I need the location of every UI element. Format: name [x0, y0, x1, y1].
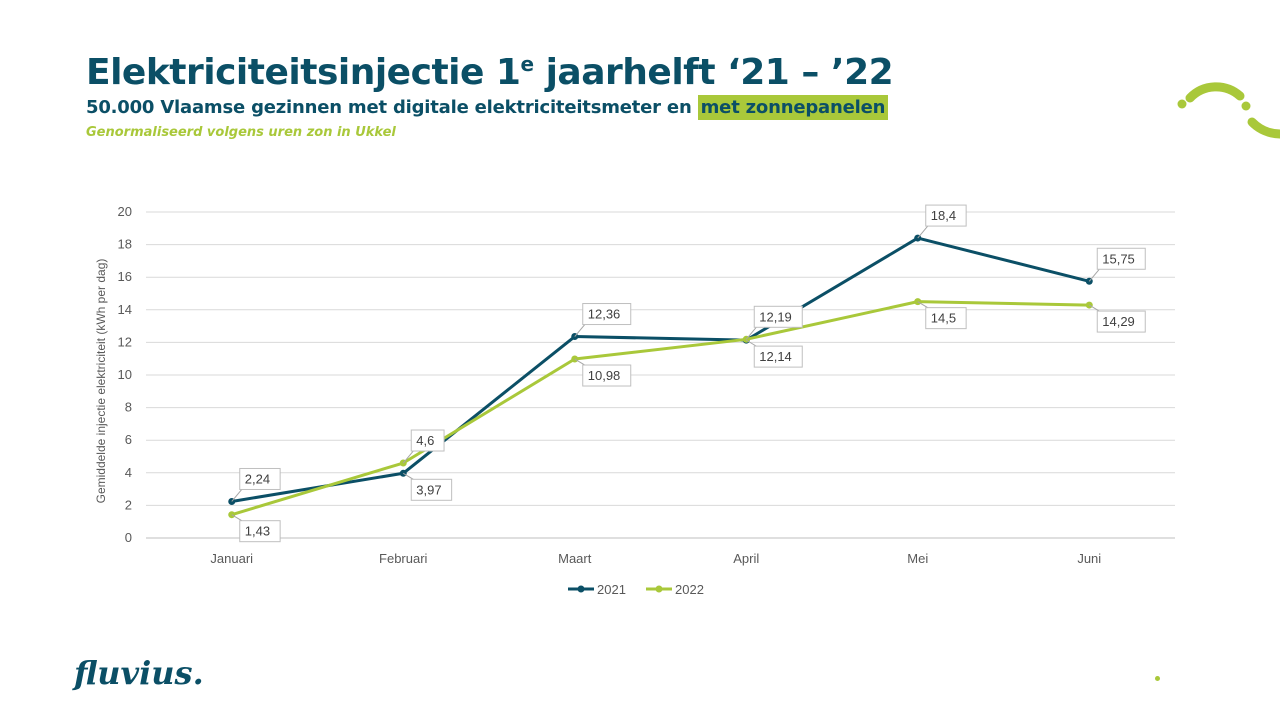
data-label-box — [582, 303, 632, 326]
series-line-2022 — [230, 300, 1091, 517]
y-axis-title: Gemiddelde injectie elektriciteit (kWh p… — [94, 259, 108, 504]
data-label-leader — [231, 489, 243, 502]
data-label: 12,36 — [588, 307, 621, 322]
x-tick-label: Juni — [1077, 551, 1101, 566]
x-tick-label: Februari — [379, 551, 428, 566]
y-tick-label: 8 — [125, 400, 132, 415]
data-label-box — [582, 364, 632, 387]
data-label: 18,4 — [931, 208, 956, 223]
data-label-leader — [917, 225, 929, 239]
svg-text:fluvius.: fluvius. — [72, 654, 204, 692]
data-label-leader — [745, 326, 757, 340]
y-tick-label: 16 — [118, 269, 132, 284]
fluvius-logo: fluvius. — [72, 654, 204, 692]
y-tick-label: 18 — [118, 237, 132, 252]
data-label: 12,14 — [759, 349, 792, 364]
y-tick-label: 12 — [118, 334, 132, 349]
data-label-leader — [231, 514, 243, 522]
data-label-leader — [402, 450, 414, 464]
data-label-box — [410, 478, 453, 501]
data-label-leader — [1088, 304, 1100, 312]
legend-marker-2021 — [577, 585, 585, 593]
y-tick-label: 20 — [118, 204, 132, 219]
data-label-leader — [917, 301, 929, 309]
data-label: 4,6 — [416, 433, 434, 448]
data-label-box — [1096, 247, 1146, 270]
data-label-leader — [574, 358, 586, 366]
data-label: 1,43 — [245, 524, 270, 539]
page-title: Elektriciteitsinjectie 1e jaarhelft ‘21 … — [86, 52, 894, 93]
y-tick-label: 10 — [118, 367, 132, 382]
data-label-leader — [574, 324, 586, 337]
data-label: 3,97 — [416, 482, 441, 497]
data-label-box — [925, 307, 967, 330]
data-label-box — [753, 305, 803, 328]
page-subtitle: 50.000 Vlaamse gezinnen met digitale ele… — [86, 95, 889, 120]
series-line-2021 — [230, 236, 1091, 503]
data-label: 12,19 — [759, 309, 792, 324]
subtitle-highlight: met zonnepanelen — [697, 95, 889, 120]
data-label-leader — [1088, 268, 1100, 282]
data-label-box — [410, 429, 445, 452]
data-label: 2,24 — [245, 471, 270, 486]
y-tick-label: 14 — [118, 302, 132, 317]
data-label: 10,98 — [588, 368, 621, 383]
data-label: 14,5 — [931, 311, 956, 326]
legend-marker-2022 — [655, 585, 663, 593]
data-label-leader — [402, 472, 414, 480]
data-label-box — [239, 520, 281, 543]
arc-decoration-icon — [1177, 82, 1280, 139]
normalization-note: Genormaliseerd volgens uren zon in Ukkel — [86, 125, 396, 140]
data-label-box — [1096, 310, 1146, 333]
data-label-box — [239, 467, 281, 490]
accent-dot — [1155, 676, 1160, 681]
y-tick-label: 6 — [125, 432, 132, 447]
y-tick-label: 0 — [125, 530, 132, 545]
legend-label-2022: 2022 — [675, 582, 704, 597]
x-tick-label: Mei — [907, 551, 928, 566]
x-tick-label: April — [733, 551, 759, 566]
data-label: 14,29 — [1102, 314, 1135, 329]
data-label-leader — [745, 339, 757, 347]
x-tick-label: Maart — [558, 551, 592, 566]
y-tick-label: 4 — [125, 465, 132, 480]
data-label-box — [753, 345, 803, 368]
data-label-box — [925, 204, 967, 227]
legend-label-2021: 2021 — [597, 582, 626, 597]
x-tick-label: Januari — [210, 551, 253, 566]
data-label: 15,75 — [1102, 251, 1135, 266]
y-tick-label: 2 — [125, 497, 132, 512]
